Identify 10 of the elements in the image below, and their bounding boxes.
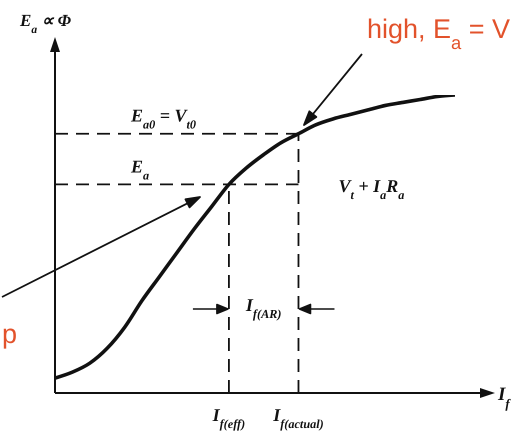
ref-line-label: E$_{a0}$ = V$_{t0}$ [130, 106, 196, 132]
text: p [2, 319, 18, 349]
x-axis-title: I$_{f}$ [497, 384, 512, 410]
x-tick-label: I$_{f(eff)}$ [212, 405, 246, 431]
ref-line-label: E$_{a}$ [130, 156, 150, 182]
y-axis-title: E$_{a}$ ∝ Φ [19, 11, 72, 36]
annotation: V$_{t}$ + I$_{a}$R$_{a}$ [338, 176, 404, 202]
x-tick-label: I$_{f(actual)}$ [272, 405, 324, 431]
text: high, E$_{a}$ = V [366, 14, 510, 52]
annotation: I$_{f(AR)}$ [244, 295, 282, 321]
